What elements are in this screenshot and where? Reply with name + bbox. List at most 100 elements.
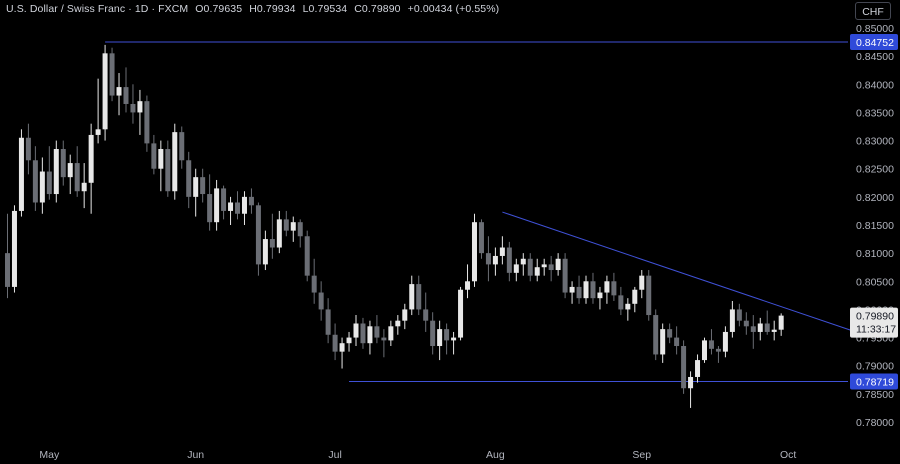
- candle: [207, 174, 213, 231]
- candle: [46, 146, 52, 200]
- candle-body: [653, 315, 659, 355]
- candle: [423, 292, 429, 332]
- price-tick-label: 0.84500: [856, 51, 894, 63]
- candle-body: [165, 149, 171, 192]
- candle-body: [102, 53, 108, 130]
- candle: [151, 134, 157, 175]
- candle: [18, 129, 24, 217]
- drawing-layer: [105, 41, 852, 383]
- price-tick-label: 0.82500: [856, 164, 894, 176]
- candle: [527, 253, 533, 282]
- candle: [269, 213, 275, 259]
- candle-body: [506, 247, 512, 273]
- candle: [130, 84, 136, 124]
- candle-body: [53, 149, 59, 195]
- last-price-tag: [850, 307, 898, 338]
- candle: [520, 253, 526, 276]
- candle-body: [695, 360, 701, 377]
- price-tick-label: 0.82000: [856, 192, 894, 204]
- candle: [674, 326, 680, 355]
- candle-body: [25, 137, 31, 161]
- candle: [478, 219, 484, 259]
- candle-body: [179, 132, 185, 161]
- candle-body: [639, 275, 645, 290]
- candle-body: [674, 337, 680, 347]
- candle-body: [144, 101, 150, 144]
- candle-body: [262, 239, 268, 265]
- price-tick-label: 0.78500: [856, 389, 894, 401]
- upper-line-tag: [850, 33, 898, 50]
- candle: [186, 151, 192, 209]
- candle-body: [478, 222, 484, 254]
- candle: [555, 253, 561, 276]
- candle: [757, 317, 763, 341]
- candle: [722, 326, 728, 358]
- price-axis[interactable]: 0.85000 0.84500 0.84000 0.83500 0.83000 0.825…: [856, 23, 894, 429]
- candle: [702, 337, 707, 363]
- candle-body: [297, 222, 303, 237]
- candle: [360, 317, 366, 349]
- candle: [276, 210, 282, 254]
- candle-body: [729, 309, 735, 332]
- candle-body: [269, 239, 275, 248]
- candle-body: [548, 264, 554, 271]
- candle-body: [388, 326, 394, 341]
- candle: [60, 140, 66, 186]
- candle: [402, 303, 408, 330]
- candle-body: [534, 267, 540, 276]
- candle-body: [95, 129, 101, 135]
- candle-body: [471, 222, 477, 282]
- price-tick-label: 0.79000: [856, 361, 894, 373]
- candle: [653, 309, 659, 361]
- time-tick-label: Jun: [187, 449, 204, 461]
- candle: [492, 247, 498, 276]
- candle-body: [527, 258, 533, 276]
- candle: [548, 255, 554, 282]
- descending-trendline[interactable]: [502, 211, 852, 331]
- candle: [471, 213, 477, 287]
- candle-body: [485, 253, 491, 265]
- time-tick-label: May: [39, 449, 60, 461]
- candle: [736, 303, 742, 327]
- chart-legend: U.S. Dollar / Swiss Franc · 1D · FXCM O0…: [6, 3, 503, 15]
- candle: [611, 272, 617, 301]
- candle: [646, 270, 652, 321]
- candle: [339, 337, 345, 369]
- candle: [262, 230, 268, 271]
- candle-body: [353, 323, 359, 338]
- candle-body: [248, 196, 254, 206]
- time-tick-label: Jul: [328, 449, 341, 461]
- candle: [200, 168, 206, 203]
- candle-body: [81, 182, 87, 192]
- candle: [325, 298, 331, 344]
- candle: [513, 258, 519, 282]
- candle-body: [151, 143, 157, 169]
- candle-body: [458, 289, 464, 338]
- candle: [367, 320, 373, 355]
- candle: [318, 281, 324, 321]
- candle: [708, 329, 714, 355]
- candle-body: [74, 163, 80, 192]
- candle-body: [60, 149, 66, 178]
- candle: [465, 264, 471, 299]
- candle: [235, 191, 241, 220]
- candle: [109, 47, 115, 102]
- currency-button[interactable]: CHF: [855, 2, 891, 20]
- time-axis[interactable]: May Jun Jul Aug Sep Oct: [39, 449, 796, 461]
- candle: [283, 210, 289, 237]
- candle: [541, 258, 547, 276]
- candle-body: [200, 177, 206, 195]
- candle: [764, 310, 770, 335]
- candle-body: [492, 255, 498, 265]
- candle-body: [318, 292, 324, 310]
- symbol-title[interactable]: U.S. Dollar / Swiss Franc · 1D · FXCM: [6, 3, 189, 15]
- candle-body: [109, 53, 115, 96]
- low-value: L0.79534: [302, 3, 348, 15]
- candle-body: [18, 137, 24, 211]
- candle: [750, 315, 756, 349]
- candle-body: [750, 326, 756, 332]
- candle: [81, 163, 87, 209]
- candle: [332, 323, 338, 361]
- candle-body: [381, 337, 387, 341]
